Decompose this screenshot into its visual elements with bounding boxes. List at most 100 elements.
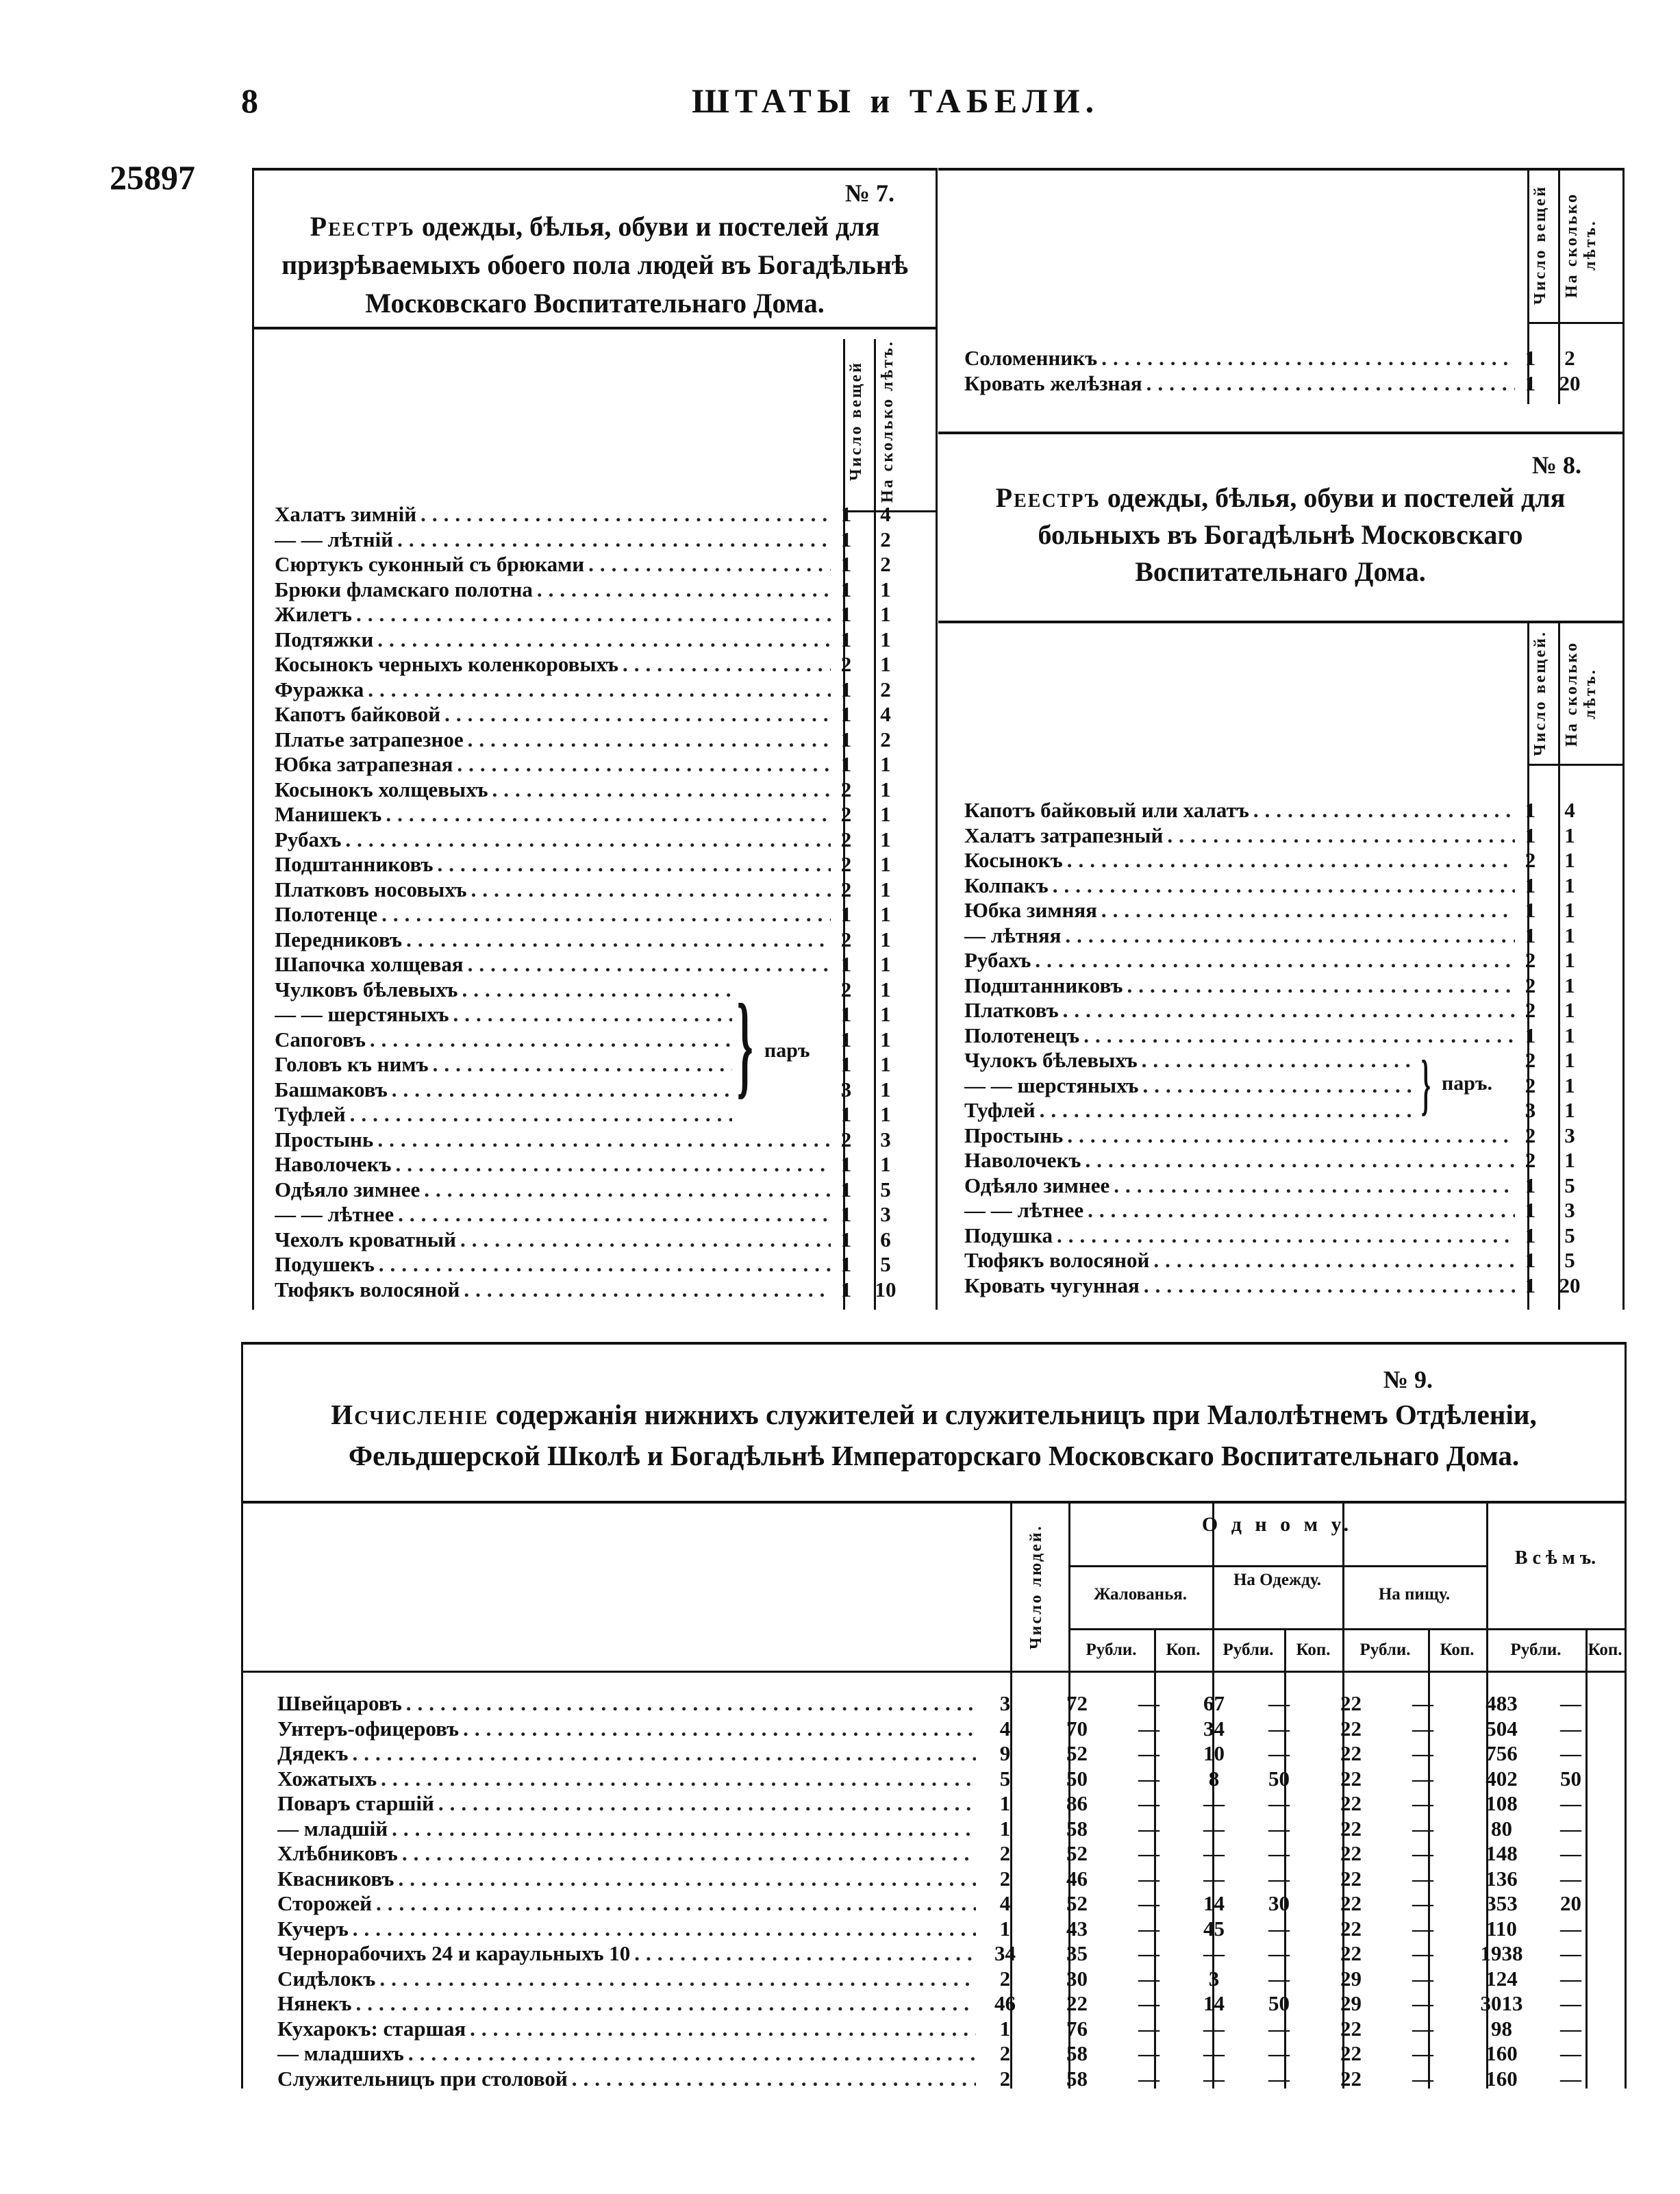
cell-years: 1 (1564, 973, 1575, 997)
dot-leader: ........................................… (408, 2041, 976, 2065)
cell-sal-k: — (1138, 2041, 1159, 2065)
cell-sal-k: — (1138, 2016, 1159, 2041)
cell-years: 10 (875, 1277, 897, 1301)
item-name: — лѣтняя (964, 923, 1062, 947)
item-name: Тюфякъ волосяной (275, 1277, 460, 1301)
cell-all-r: 402 (1485, 1766, 1518, 1791)
list-item: Юбка затрапезная........................… (275, 752, 936, 777)
cell-years: 3 (880, 1202, 891, 1226)
item-name: Колпакъ (964, 873, 1049, 897)
list-item: Подушекъ................................… (275, 1252, 936, 1277)
item-name: Косынокъ холщевыхъ (275, 777, 488, 801)
cell-all-k: — (1560, 2041, 1581, 2065)
dot-leader: ........................................… (1088, 1198, 1515, 1222)
item-name: Кровать желѣзная (964, 371, 1142, 395)
list-item: Подушка.................................… (964, 1223, 1622, 1249)
right-column: Число вещей На сколько лѣтъ. Соломенникъ… (938, 168, 1625, 1310)
cell-cl-k: — (1268, 1866, 1290, 1891)
item-name: Капотъ байковый или халатъ (964, 798, 1249, 822)
cell-cl-k: — (1268, 2041, 1290, 2065)
table-7-title: Реестръ одежды, бѣлья, обуви и постелей … (281, 211, 908, 319)
cell-sal-r: 58 (1066, 2041, 1088, 2065)
cell-n: 4 (999, 1716, 1011, 1741)
list-item: Хлѣбниковъ..............................… (277, 1841, 1625, 1867)
cell-cl-k: — (1268, 1966, 1290, 1991)
dot-leader: ........................................… (1052, 873, 1515, 897)
cell-cl-r: 14 (1203, 1891, 1225, 1915)
cell-years: 3 (880, 1127, 891, 1151)
item-name: Чехолъ кроватный (275, 1227, 456, 1251)
cell-n: 2 (999, 2041, 1011, 2065)
list-item: Туфлей..................................… (275, 1102, 936, 1127)
dot-leader: ........................................… (1062, 998, 1515, 1022)
item-name: Капотъ байковой (275, 702, 441, 726)
cell-cl-k: — (1268, 1741, 1290, 1765)
cell-all-k: — (1560, 1691, 1581, 1715)
cell-fd-r: 22 (1340, 1841, 1362, 1865)
cell-years: 1 (880, 627, 891, 651)
dot-leader: ........................................… (398, 1202, 831, 1226)
dot-leader: ........................................… (432, 1052, 732, 1076)
cell-years: 5 (1564, 1223, 1575, 1247)
item-name: Жилетъ (275, 602, 352, 626)
cell-count: 2 (1525, 848, 1536, 872)
cell-fd-k: — (1412, 2066, 1433, 2091)
cell-fd-r: 22 (1340, 1741, 1362, 1765)
cell-years: 1 (880, 602, 891, 626)
cell-all-r: 110 (1486, 1916, 1517, 1941)
cell-cl-r: 34 (1203, 1716, 1225, 1741)
item-name: Кухарокъ: старшая (277, 2016, 466, 2041)
item-name: Подушекъ (275, 1252, 375, 1276)
table-8-header: № 8. Реестръ одежды, бѣлья, обуви и пост… (938, 432, 1622, 623)
pair-label: паръ (764, 1039, 810, 1062)
list-item: Фуражка.................................… (275, 677, 936, 703)
list-item: Халатъ зимній...........................… (275, 502, 936, 527)
col-food-header: На пищу. (1378, 1585, 1451, 1604)
list-item: — — шерстяныхъ..........................… (275, 1002, 936, 1027)
item-name: Фуражка (275, 677, 364, 701)
dot-leader: ........................................… (571, 2066, 976, 2091)
list-item: Капотъ байковый или халатъ..............… (964, 798, 1622, 823)
item-name: Чернорабочихъ 24 и караульныхъ 10 (277, 1941, 631, 1965)
cell-n: 2 (999, 1966, 1011, 1991)
cell-years: 5 (880, 1252, 891, 1276)
dot-leader: ........................................… (386, 802, 831, 826)
list-item: Капотъ байковой.........................… (275, 702, 936, 727)
cell-years: 1 (1564, 898, 1575, 922)
cell-years: 3 (1564, 1123, 1575, 1147)
cell-all-r: 160 (1485, 2066, 1518, 2091)
cell-count: 2 (840, 652, 852, 676)
cell-all-k: — (1560, 1866, 1581, 1891)
table-8-rows: Капотъ байковый или халатъ..............… (964, 798, 1622, 1298)
cell-count: 1 (840, 727, 852, 751)
cell-count: 1 (1525, 1223, 1536, 1247)
cell-years: 1 (1564, 823, 1575, 847)
cell-cl-k: — (1268, 1941, 1290, 1965)
cell-count: 3 (1525, 1098, 1536, 1122)
cell-sal-k: — (1138, 1791, 1159, 1815)
cell-sal-k: — (1138, 1741, 1159, 1765)
list-item: Платковъ носовыхъ.......................… (275, 877, 936, 903)
cell-count: 1 (1525, 346, 1536, 370)
list-item: Головъ къ нимъ..........................… (275, 1052, 936, 1077)
cell-count: 2 (840, 802, 852, 826)
cell-all-r: 1938 (1480, 1941, 1523, 1965)
list-item: Платье затрапезное......................… (275, 727, 936, 753)
dot-leader: ........................................… (379, 1966, 976, 1991)
cell-sal-r: 30 (1066, 1966, 1088, 1991)
dot-leader: ........................................… (406, 927, 831, 951)
cell-years: 1 (1564, 923, 1575, 947)
cell-n: 3 (999, 1691, 1011, 1715)
cell-count: 1 (840, 1052, 852, 1076)
item-name: — — лѣтнее (275, 1202, 394, 1226)
cell-fd-r: 22 (1340, 1791, 1362, 1815)
list-item: Швейцаровъ..............................… (277, 1691, 1625, 1717)
list-item: Дядекъ..................................… (277, 1741, 1625, 1767)
item-name: Туфлей (964, 1098, 1036, 1122)
cell-all-k: — (1560, 1916, 1581, 1941)
list-item: Туфлей..................................… (964, 1098, 1622, 1123)
table-7-rows: Халатъ зимній...........................… (275, 502, 936, 1302)
list-item: Передниковъ.............................… (275, 927, 936, 953)
cell-cl-k: — (1268, 2016, 1290, 2041)
col-kop-header: Коп. (1440, 1641, 1475, 1659)
